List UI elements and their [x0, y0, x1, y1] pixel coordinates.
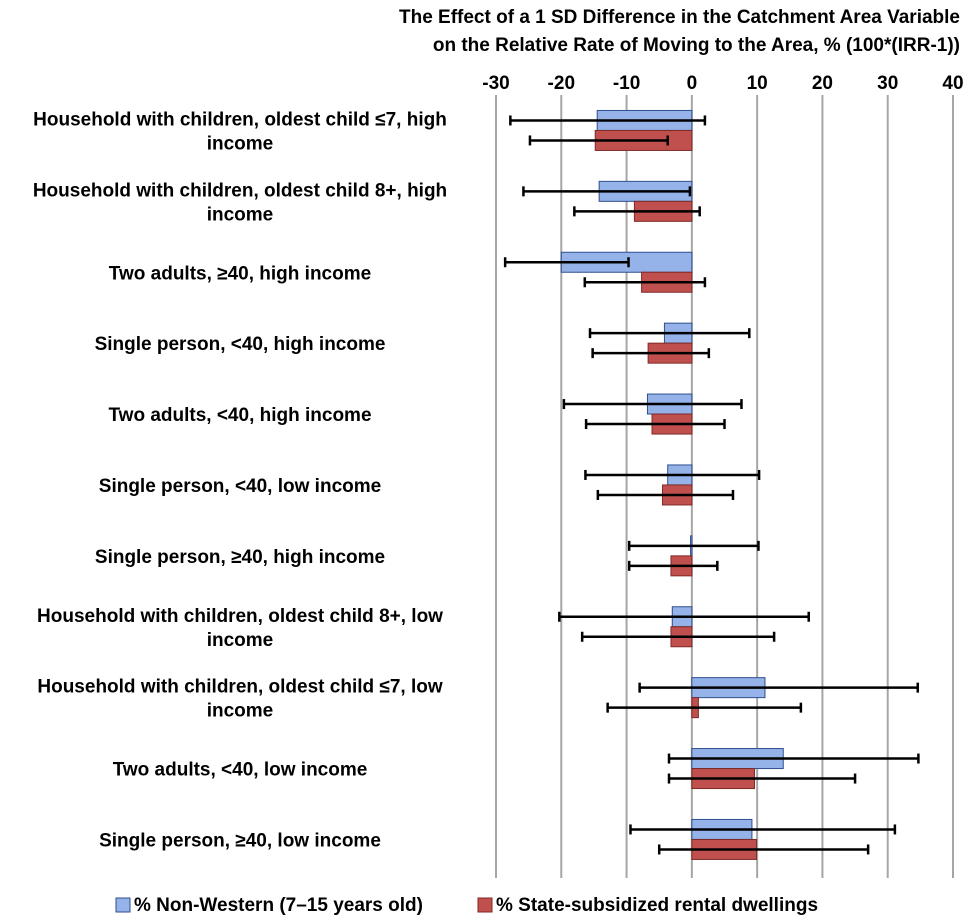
category-label: Single person, <40, high income [95, 334, 386, 355]
error-bar-state-subsidized [657, 844, 870, 855]
chart-title: The Effect of a 1 SD Difference in the C… [399, 7, 960, 56]
category-label: Single person, ≥40, high income [95, 547, 385, 568]
error-bar-non-western [503, 257, 630, 268]
error-bar-state-subsidized [580, 631, 776, 642]
error-bar-state-subsidized [606, 702, 803, 713]
gridlines [495, 95, 954, 878]
error-bar-non-western [522, 186, 692, 197]
error-bar-non-western [584, 469, 761, 480]
category-label: Single person, <40, low income [99, 476, 381, 497]
error-bar-state-subsidized [667, 773, 857, 784]
category-label: income [207, 701, 274, 722]
category-label: Household with children, oldest child ≤7… [33, 109, 447, 130]
legend-label-state-subsidized: % State-subsidized rental dwellings [496, 895, 818, 916]
error-bar-state-subsidized [528, 135, 669, 146]
error-bar-non-western [627, 540, 760, 551]
error-bars [503, 115, 920, 855]
error-bar-non-western [509, 115, 707, 126]
category-label: Two adults, ≥40, high income [109, 263, 371, 284]
chart-title-line-2: on the Relative Rate of Moving to the Ar… [433, 35, 960, 56]
error-bar-state-subsidized [584, 419, 726, 430]
x-tick-label: 40 [942, 73, 963, 94]
error-bar-non-western [558, 611, 810, 622]
error-bar-state-subsidized [627, 560, 719, 571]
category-label: income [207, 630, 274, 651]
chart-title-line-1: The Effect of a 1 SD Difference in the C… [399, 7, 960, 28]
category-labels: Household with children, oldest child ≤7… [33, 109, 447, 851]
category-label: Single person, ≥40, low income [99, 830, 381, 851]
bars [560, 109, 784, 860]
x-tick-label: 10 [747, 73, 768, 94]
error-bar-non-western [638, 682, 919, 693]
x-tick-label: 0 [687, 73, 698, 94]
legend-swatch-non-western [115, 897, 131, 913]
legend: % Non-Western (7–15 years old) % State-s… [115, 895, 818, 916]
error-bar-state-subsidized [596, 489, 735, 500]
category-label: Two adults, <40, high income [108, 405, 371, 426]
error-bar-non-western [667, 753, 920, 764]
error-bar-state-subsidized [591, 348, 711, 359]
category-label: Household with children, oldest child ≤7… [37, 677, 442, 698]
category-label: income [207, 133, 274, 154]
category-label: Household with children, oldest child 8+… [37, 606, 443, 627]
legend-label-non-western: % Non-Western (7–15 years old) [134, 895, 423, 916]
error-bar-state-subsidized [573, 206, 701, 217]
error-bar-non-western [629, 824, 897, 835]
error-bar-non-western [588, 328, 751, 339]
x-tick-label: -20 [548, 73, 575, 94]
category-label: Household with children, oldest child 8+… [33, 180, 447, 201]
legend-swatch-state-subsidized [477, 897, 493, 913]
category-label: income [207, 204, 274, 225]
x-tick-label: -10 [613, 73, 640, 94]
x-axis-ticks: -30 -20 -10 0 10 20 30 40 [482, 73, 963, 94]
x-tick-label: 20 [812, 73, 833, 94]
x-tick-label: 30 [877, 73, 898, 94]
x-tick-label: -30 [482, 73, 509, 94]
category-label: Two adults, <40, low income [113, 760, 368, 781]
error-bar-state-subsidized [583, 277, 707, 288]
error-bar-non-western [562, 399, 743, 410]
